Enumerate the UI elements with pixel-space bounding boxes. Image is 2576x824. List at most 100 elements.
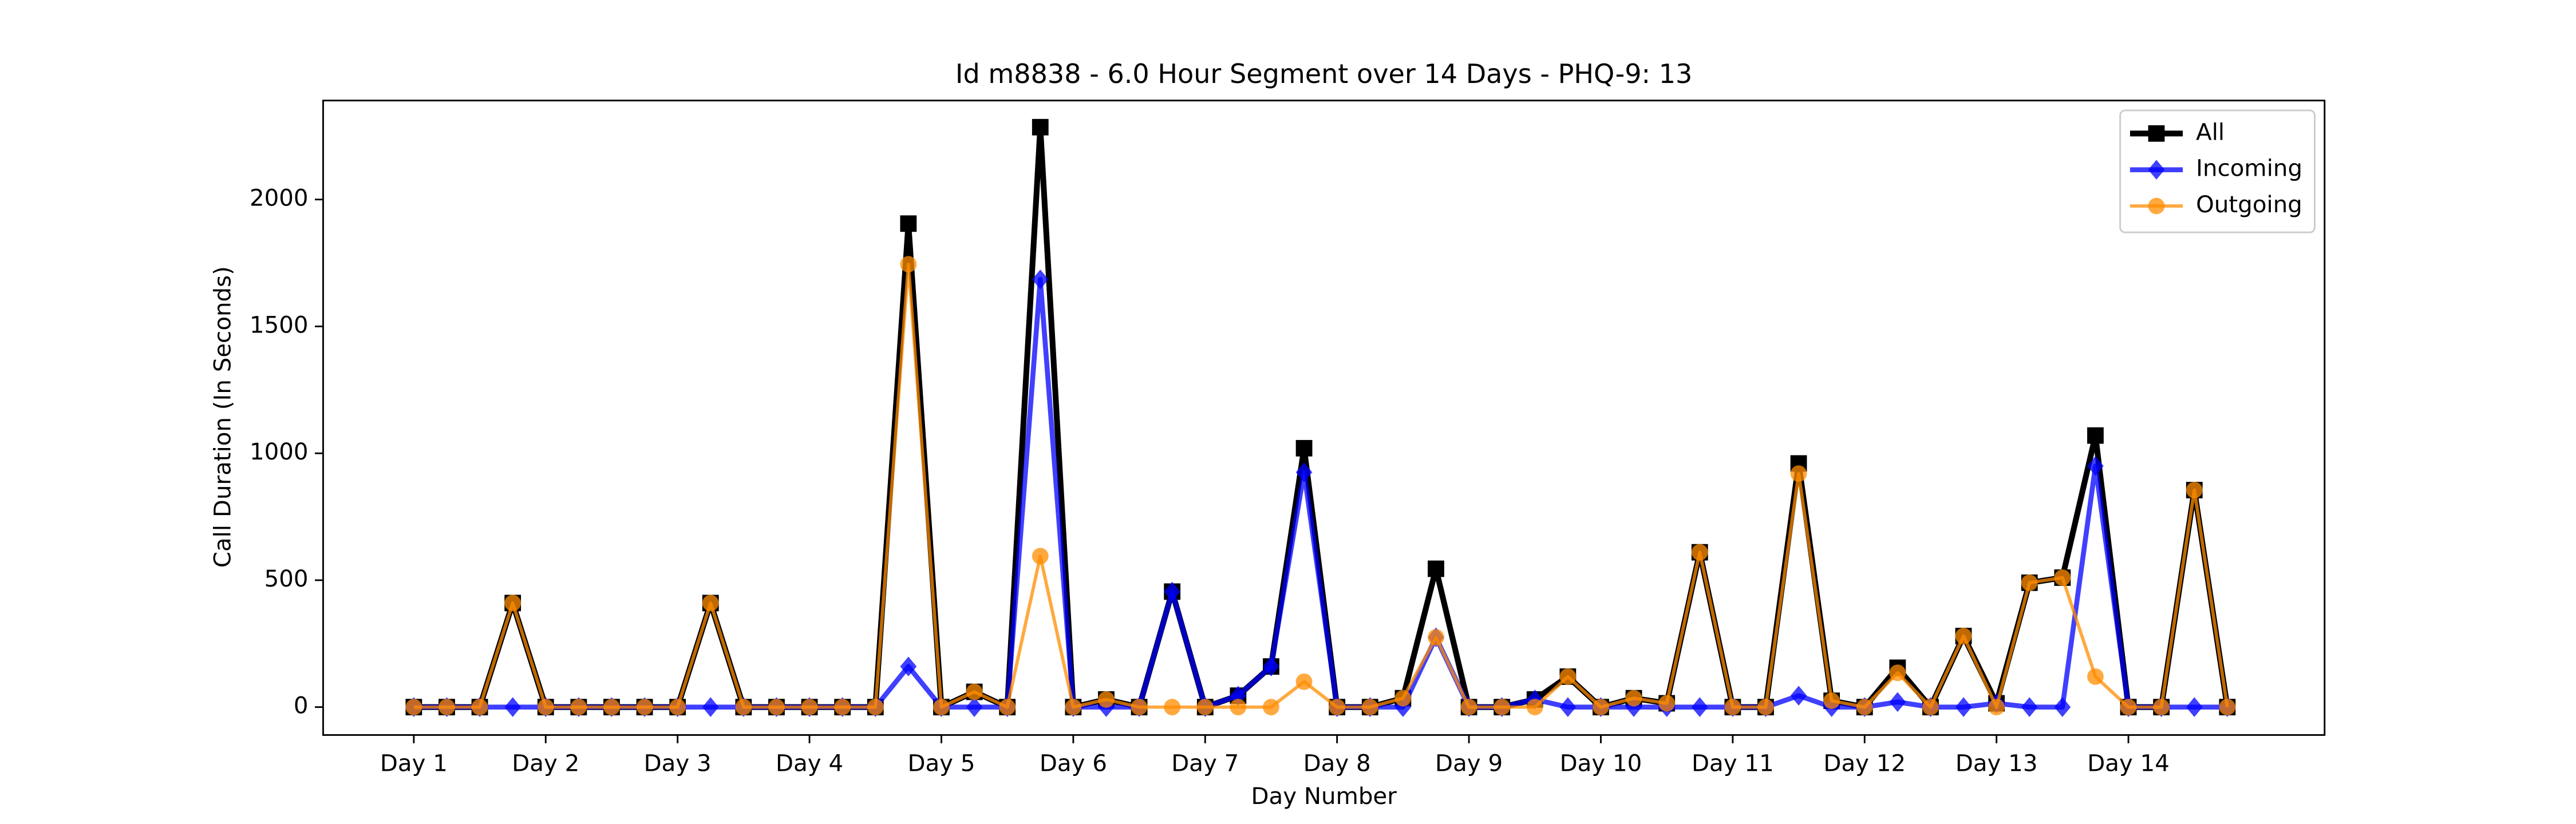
marker — [1691, 697, 1708, 717]
plot-frame — [322, 100, 2326, 736]
x-tick-label: Day 3 — [644, 750, 712, 777]
x-tick-label: Day 7 — [1171, 750, 1239, 777]
marker — [2186, 482, 2203, 498]
y-axis-label: Call Duration (In Seconds) — [210, 266, 236, 568]
marker — [2148, 197, 2165, 215]
marker — [1856, 699, 1873, 716]
x-tick-label: Day 9 — [1435, 750, 1503, 777]
marker — [1889, 664, 1906, 682]
marker — [1263, 656, 1279, 677]
y-tick-label: 0 — [294, 692, 309, 719]
marker — [900, 656, 917, 677]
marker — [735, 699, 752, 716]
marker — [471, 699, 488, 716]
marker — [768, 699, 785, 716]
legend-label: All — [2196, 118, 2225, 145]
y-tick-label: 1500 — [250, 311, 309, 338]
chart-title: Id m8838 - 6.0 Hour Segment over 14 Days… — [955, 58, 1692, 89]
marker — [702, 697, 719, 717]
y-tick-label: 2000 — [250, 185, 309, 212]
marker — [1559, 668, 1577, 685]
marker — [438, 699, 455, 716]
legend-label: Outgoing — [2196, 191, 2302, 218]
x-tick-label: Day 8 — [1303, 750, 1371, 777]
marker — [2120, 699, 2137, 716]
legend-label: Incoming — [2196, 155, 2302, 182]
marker — [2153, 699, 2170, 716]
marker — [1032, 118, 1049, 136]
marker — [1559, 697, 1577, 717]
marker — [1625, 690, 1642, 707]
marker — [702, 595, 719, 612]
marker — [2087, 668, 2104, 685]
x-tick-label: Day 13 — [1955, 750, 2038, 777]
x-tick-label: Day 5 — [907, 750, 975, 777]
marker — [1988, 699, 2005, 716]
marker — [1724, 699, 1741, 716]
marker — [966, 697, 983, 717]
marker — [2021, 697, 2038, 717]
marker — [570, 699, 587, 716]
x-tick-label: Day 1 — [380, 750, 448, 777]
marker — [1494, 699, 1511, 716]
marker — [2087, 456, 2104, 476]
marker — [1460, 699, 1477, 716]
marker — [504, 595, 521, 612]
marker — [537, 699, 554, 716]
legend: All Incoming Outgoing — [2119, 109, 2316, 233]
series-line — [413, 124, 2230, 710]
marker — [2054, 569, 2071, 586]
marker — [1032, 548, 1049, 565]
marker — [1394, 690, 1412, 707]
marker — [1757, 699, 1774, 716]
marker — [504, 697, 521, 717]
marker — [867, 699, 884, 716]
marker — [2219, 699, 2236, 716]
marker — [1131, 699, 1148, 716]
marker — [900, 256, 917, 273]
marker — [2148, 160, 2165, 180]
marker — [1196, 699, 1214, 716]
x-tick-label: Day 10 — [1560, 750, 1642, 777]
marker — [1955, 628, 1972, 644]
series — [405, 256, 2236, 716]
x-tick-label: Day 11 — [1692, 750, 1774, 777]
marker — [1098, 691, 1115, 708]
marker — [999, 699, 1016, 716]
x-tick-label: Day 2 — [512, 750, 579, 777]
x-tick-label: Day 6 — [1040, 750, 1107, 777]
series — [405, 118, 2236, 716]
series — [405, 270, 2236, 717]
marker — [1428, 560, 1444, 577]
marker — [1428, 629, 1444, 646]
marker — [1790, 686, 1807, 706]
legend-box — [2119, 109, 2316, 233]
marker — [636, 699, 653, 716]
marker — [933, 699, 950, 716]
marker — [1230, 699, 1247, 716]
marker — [1593, 699, 1609, 716]
marker — [1065, 699, 1082, 716]
marker — [2021, 574, 2038, 591]
x-tick-label: Day 4 — [776, 750, 843, 777]
marker — [1955, 697, 1972, 717]
marker — [2087, 427, 2104, 444]
marker — [2148, 125, 2165, 142]
marker — [1526, 699, 1543, 716]
marker — [2186, 697, 2203, 717]
marker — [1823, 692, 1840, 710]
marker — [1889, 692, 1906, 712]
marker — [966, 683, 983, 700]
marker — [1922, 699, 1939, 716]
marker — [1790, 465, 1807, 482]
y-tick-label: 500 — [264, 565, 309, 592]
marker — [1691, 544, 1708, 561]
marker — [405, 699, 422, 716]
marker — [801, 699, 818, 716]
marker — [2054, 697, 2071, 717]
marker — [834, 699, 851, 716]
marker — [900, 215, 917, 232]
x-axis-label: Day Number — [1251, 783, 1397, 810]
x-tick-label: Day 12 — [1823, 750, 1906, 777]
